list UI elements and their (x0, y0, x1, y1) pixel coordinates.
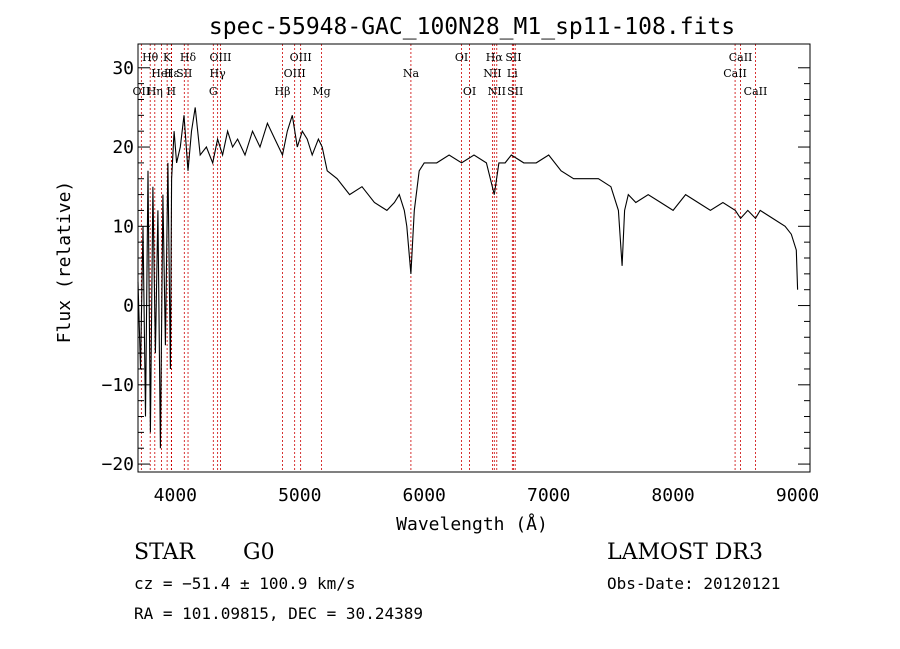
line-marker-label: Hε (164, 67, 180, 80)
line-marker-label: Hα (486, 51, 504, 64)
chart-title: spec-55948-GAC_100N28_M1_sp11-108.fits (209, 14, 735, 40)
x-axis: 4000 5000 6000 7000 8000 9000 (154, 485, 820, 506)
y-tick-label: −20 (101, 454, 134, 475)
y-axis-label: Flux (relative) (54, 181, 75, 344)
y-tick-label: −10 (101, 375, 134, 396)
line-marker-label: Mg (312, 85, 330, 98)
y-axis: −20 −10 0 10 20 30 (101, 58, 810, 475)
line-marker-label: Hδ (180, 51, 197, 64)
x-tick-label: 7000 (527, 485, 570, 506)
survey-label: LAMOST DR3 (607, 540, 763, 565)
spectrum-line (137, 107, 799, 449)
line-marker-label: SII (176, 67, 192, 80)
line-marker-label: NII (488, 85, 506, 98)
emission-line-markers (140, 44, 756, 472)
line-marker-label: Na (403, 67, 420, 80)
obs-date-text: Obs-Date: 20120121 (607, 574, 781, 593)
line-marker-label: CaII (744, 85, 768, 98)
line-marker-label: Hθ (142, 51, 159, 64)
line-marker-label: K (163, 51, 172, 64)
line-marker-label: OIII (290, 51, 312, 64)
subclass-label: G0 (243, 540, 275, 565)
x-tick-label: 9000 (776, 485, 819, 506)
line-marker-label: OIII (284, 67, 306, 80)
x-tick-label: 6000 (403, 485, 446, 506)
line-marker-label: SII (507, 85, 523, 98)
line-marker-label: Li (507, 67, 518, 80)
x-tick-label: 5000 (278, 485, 321, 506)
x-tick-label: 8000 (651, 485, 694, 506)
line-marker-label: HeI (151, 67, 171, 80)
line-marker-label: SII (505, 51, 521, 64)
line-marker-label: Hη (147, 85, 163, 98)
y-tick-label: 0 (123, 296, 134, 317)
y-tick-label: 30 (112, 58, 134, 79)
line-marker-label: Hγ (210, 67, 227, 80)
redshift-text: cz = −51.4 ± 100.9 km/s (134, 574, 356, 593)
line-marker-label: OI (455, 51, 468, 64)
line-marker-label: Hβ (275, 85, 291, 98)
x-tick-label: 4000 (154, 485, 197, 506)
plot-frame (137, 43, 811, 473)
x-axis-label: Wavelength (Å) (396, 513, 548, 535)
line-marker-label: OIII (209, 51, 231, 64)
line-marker-label: CaII (723, 67, 747, 80)
line-marker-label: G (209, 85, 218, 98)
y-tick-label: 20 (112, 137, 134, 158)
line-marker-label: OII (133, 85, 151, 98)
line-marker-label: NII (483, 67, 501, 80)
y-tick-label: 10 (112, 216, 134, 237)
class-label: STAR (134, 540, 195, 565)
line-marker-label: OI (463, 85, 476, 98)
line-marker-label: H (167, 85, 177, 98)
line-marker-label: CaII (729, 51, 753, 64)
coordinates-text: RA = 101.09815, DEC = 30.24389 (134, 604, 423, 623)
